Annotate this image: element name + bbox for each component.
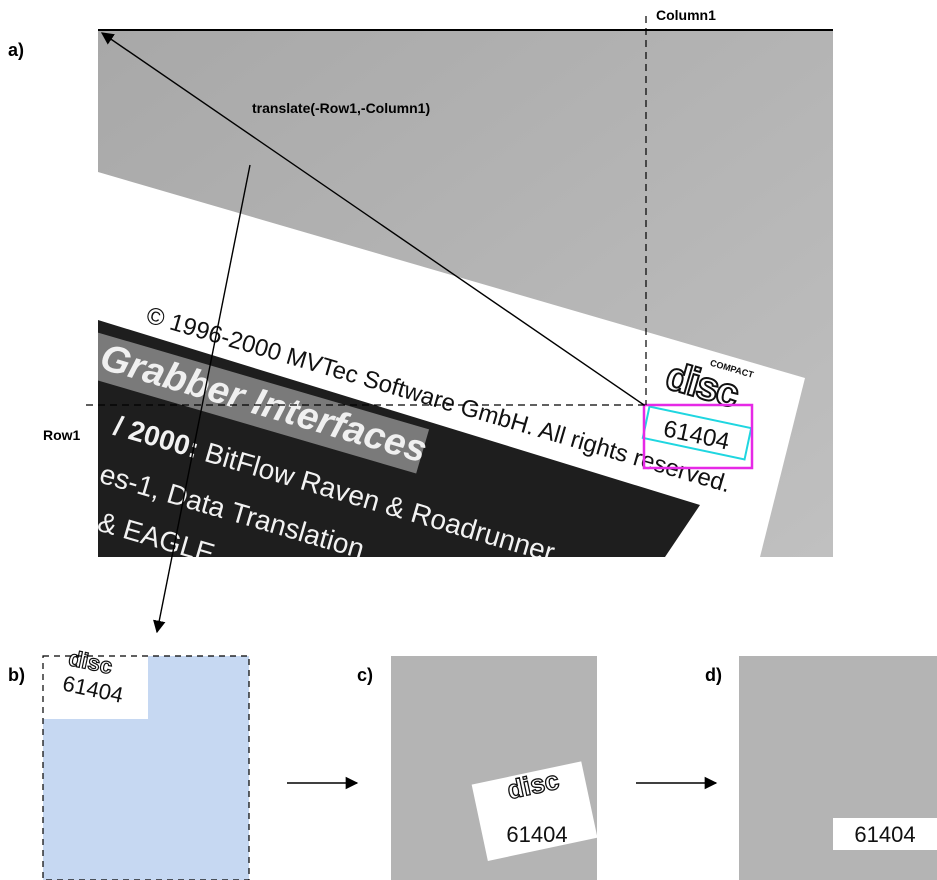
label-a: a) bbox=[8, 40, 25, 60]
photo: © 1996-2000 MVTec Software GmbH. All rig… bbox=[98, 30, 833, 557]
rotated-rect bbox=[641, 405, 753, 461]
down-arrow-to-b bbox=[153, 164, 251, 634]
roi-rectangle bbox=[642, 403, 754, 470]
translate-arrow bbox=[100, 32, 645, 406]
label-b: b) bbox=[8, 665, 25, 685]
row1-label: Row1 bbox=[43, 427, 81, 443]
label-d: d) bbox=[705, 665, 722, 685]
heading-highlight bbox=[98, 332, 430, 474]
label-c: c) bbox=[357, 665, 374, 685]
column1-label: Column1 bbox=[656, 7, 716, 23]
translate-label: translate(-Row1,-Column1) bbox=[252, 100, 430, 116]
